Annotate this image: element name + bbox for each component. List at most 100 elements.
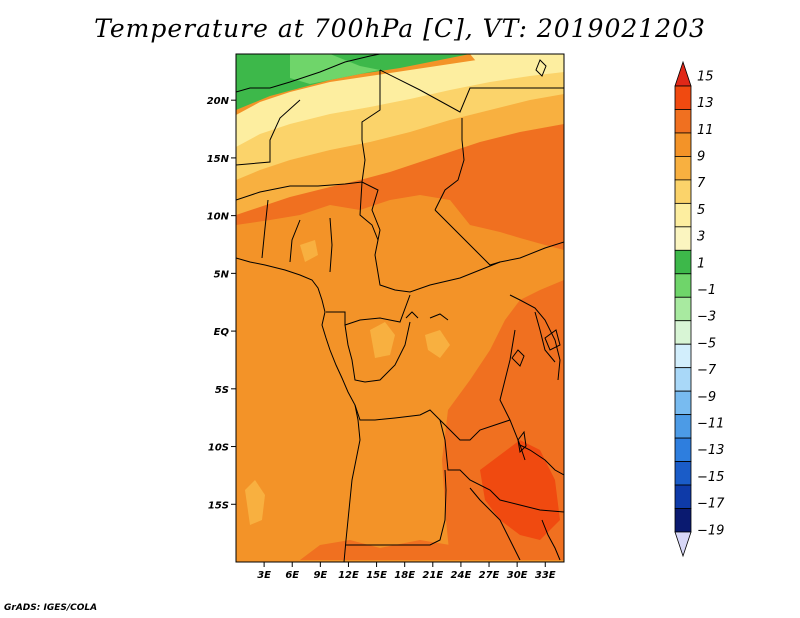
border <box>354 404 564 513</box>
colorbar-label: −13 <box>697 443 724 458</box>
band-3-5 <box>236 54 564 147</box>
lake <box>535 59 547 77</box>
lon-tick-label: 12E <box>338 570 359 581</box>
band-minus1-1 <box>290 54 380 84</box>
colorbar: 15 13 11 9 7 5 3 1 −1 −3 −5 −7 −9 −11 −13 −15 −17 −19 <box>674 60 725 558</box>
colorbar-box <box>674 226 692 251</box>
colorbar-box <box>674 461 692 486</box>
lon-tick-label: 27E <box>479 570 500 581</box>
footer-credit: GrADS: IGES/COLA <box>4 603 98 613</box>
border <box>329 217 333 273</box>
lon-tick-label: 18E <box>394 570 415 581</box>
temperature-field <box>236 54 564 562</box>
colorbar-box <box>674 320 692 345</box>
lon-tick-label: 33E <box>535 570 556 581</box>
lake <box>544 329 561 351</box>
lon-tick-label: 9E <box>313 570 327 581</box>
lat-tick-label: 15S <box>208 500 229 511</box>
colorbar-bottom-triangle <box>674 531 692 558</box>
lat-tick-label: 20N <box>207 96 230 107</box>
border <box>326 294 411 326</box>
lon-tick-label: 21E <box>422 570 443 581</box>
latitude-axis: 20N 15N 10N 5N EQ 5S 10S 15S <box>207 96 236 511</box>
lon-tick-label: 3E <box>257 570 271 581</box>
lake <box>511 349 525 367</box>
colorbar-box <box>674 249 692 275</box>
colorbar-box <box>674 202 692 228</box>
colorbar-label: −7 <box>697 363 717 378</box>
border <box>434 209 564 266</box>
lat-tick-label: 5N <box>214 269 230 280</box>
border <box>236 181 501 293</box>
colorbar-box <box>674 508 692 533</box>
band-7-9-spot <box>300 240 318 262</box>
border <box>261 199 269 259</box>
coastline <box>236 257 361 562</box>
lat-tick-label: 15N <box>207 154 230 165</box>
lon-tick-label: 30E <box>507 570 528 581</box>
colorbar-box <box>674 437 692 462</box>
colorbar-label: −15 <box>697 470 724 485</box>
border <box>469 487 521 561</box>
colorbar-box <box>674 343 692 369</box>
border <box>519 444 564 476</box>
country-borders <box>236 54 564 562</box>
lat-tick-label: EQ <box>214 327 230 338</box>
border <box>236 99 301 166</box>
colorbar-box <box>674 156 692 181</box>
band-7-9-spot <box>425 330 450 358</box>
band-11-13-north <box>236 120 564 250</box>
border <box>361 70 381 183</box>
band-7-9-spot <box>245 480 265 525</box>
chart-title: Temperature at 700hPa [C], VT: 201902120… <box>94 14 706 43</box>
lon-tick-label: 24E <box>451 570 472 581</box>
colorbar-label: −1 <box>697 283 716 298</box>
band-7-9-north <box>236 92 564 215</box>
lat-tick-label: 10S <box>208 443 229 454</box>
colorbar-box <box>674 85 692 110</box>
colorbar-box <box>674 132 692 157</box>
colorbar-label: 15 <box>697 69 714 84</box>
colorbar-label: −19 <box>697 523 724 538</box>
band-7-9-spot <box>370 322 395 358</box>
border <box>439 419 511 441</box>
lat-tick-label: 10N <box>207 212 230 223</box>
colorbar-top-triangle <box>674 60 692 87</box>
colorbar-label: 5 <box>697 203 705 218</box>
border <box>509 294 561 381</box>
band-5-7 <box>236 70 564 180</box>
lon-tick-label: 15E <box>366 570 387 581</box>
lat-tick-label: 5S <box>215 385 229 396</box>
colorbar-box <box>674 273 692 298</box>
border <box>541 519 561 561</box>
border <box>289 219 301 263</box>
colorbar-box <box>674 296 692 322</box>
border <box>379 69 564 113</box>
band-3-5-corner <box>470 54 564 72</box>
border <box>346 469 447 546</box>
border <box>359 181 379 241</box>
colorbar-box <box>674 179 692 204</box>
lake <box>517 430 527 454</box>
river <box>429 313 449 321</box>
longitude-axis: 3E 6E 9E 12E 15E 18E 21E 24E 27E 30E 33E <box>257 562 556 581</box>
colorbar-label: −9 <box>697 390 716 405</box>
colorbar-box <box>674 414 692 439</box>
colorbar-label: −17 <box>697 497 725 512</box>
border <box>236 54 381 93</box>
colorbar-box <box>674 484 692 509</box>
border <box>344 321 411 383</box>
colorbar-label: 7 <box>697 176 706 191</box>
band-13-15 <box>480 440 560 540</box>
border <box>434 118 465 211</box>
colorbar-label: 9 <box>697 149 705 164</box>
colorbar-label: 1 <box>697 256 705 271</box>
colorbar-label: 11 <box>697 123 714 138</box>
colorbar-box <box>674 109 692 134</box>
border <box>534 311 556 363</box>
colorbar-box <box>674 390 692 416</box>
colorbar-box <box>674 367 692 392</box>
colorbar-label: 13 <box>697 96 714 111</box>
river <box>405 311 419 319</box>
